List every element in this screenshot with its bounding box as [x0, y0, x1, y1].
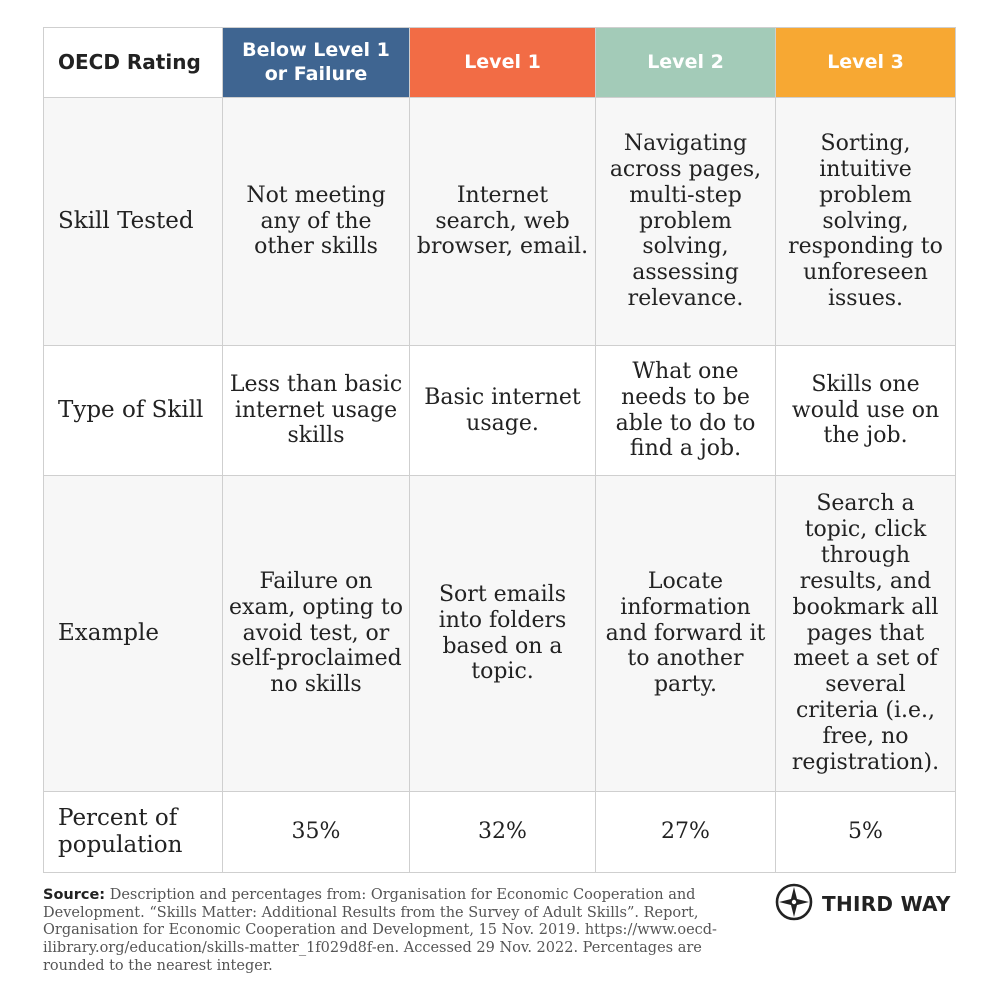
table-row-example: Example Failure on exam, opting to avoid… [43, 475, 956, 792]
percent-cell: 32% [409, 791, 596, 873]
table-cell: Not meeting any of the other skills [222, 97, 410, 346]
table-cell: Internet search, web browser, email. [409, 97, 596, 346]
skills-table: OECD Rating Below Level 1 or Failure Lev… [43, 27, 956, 873]
row-label-type-of-skill: Type of Skill [43, 345, 223, 476]
percent-cell: 35% [222, 791, 410, 873]
table-cell: Navigating across pages, multi-step prob… [595, 97, 776, 346]
brand-name: THIRD WAY [822, 892, 951, 916]
table-cell: Basic internet usage. [409, 345, 596, 476]
table-cell: Failure on exam, opting to avoid test, o… [222, 475, 410, 792]
row-label-example: Example [43, 475, 223, 792]
source-note: Source: Description and percentages from… [43, 887, 733, 975]
table-row-skill-tested: Skill Tested Not meeting any of the othe… [43, 97, 956, 346]
source-text: Description and percentages from: Organi… [43, 887, 717, 974]
source-label: Source: [43, 887, 106, 903]
oecd-skills-table: OECD Rating Below Level 1 or Failure Lev… [43, 27, 956, 873]
table-cell: Skills one would use on the job. [775, 345, 956, 476]
table-cell: Locate information and forward it to ano… [595, 475, 776, 792]
corner-header: OECD Rating [43, 27, 223, 98]
percent-cell: 27% [595, 791, 776, 873]
row-label-percent-of-population: Percent of population [43, 791, 223, 873]
table-cell: What one needs to be able to do to find … [595, 345, 776, 476]
column-header-below-level-1: Below Level 1 or Failure [222, 27, 410, 98]
table-row-percent: Percent of population 35% 32% 27% 5% [43, 791, 956, 873]
header-row: OECD Rating Below Level 1 or Failure Lev… [43, 27, 956, 98]
third-way-logo: THIRD WAY [774, 882, 951, 926]
percent-cell: 5% [775, 791, 956, 873]
column-header-level-1: Level 1 [409, 27, 596, 98]
table-cell: Sort emails into folders based on a topi… [409, 475, 596, 792]
column-header-level-2: Level 2 [595, 27, 776, 98]
table-row-type-of-skill: Type of Skill Less than basic internet u… [43, 345, 956, 476]
table-cell: Less than basic internet usage skills [222, 345, 410, 476]
row-label-skill-tested: Skill Tested [43, 97, 223, 346]
column-header-level-3: Level 3 [775, 27, 956, 98]
compass-icon [774, 882, 814, 926]
table-cell: Sorting, intuitive problem solving, resp… [775, 97, 956, 346]
table-cell: Search a topic, click through results, a… [775, 475, 956, 792]
